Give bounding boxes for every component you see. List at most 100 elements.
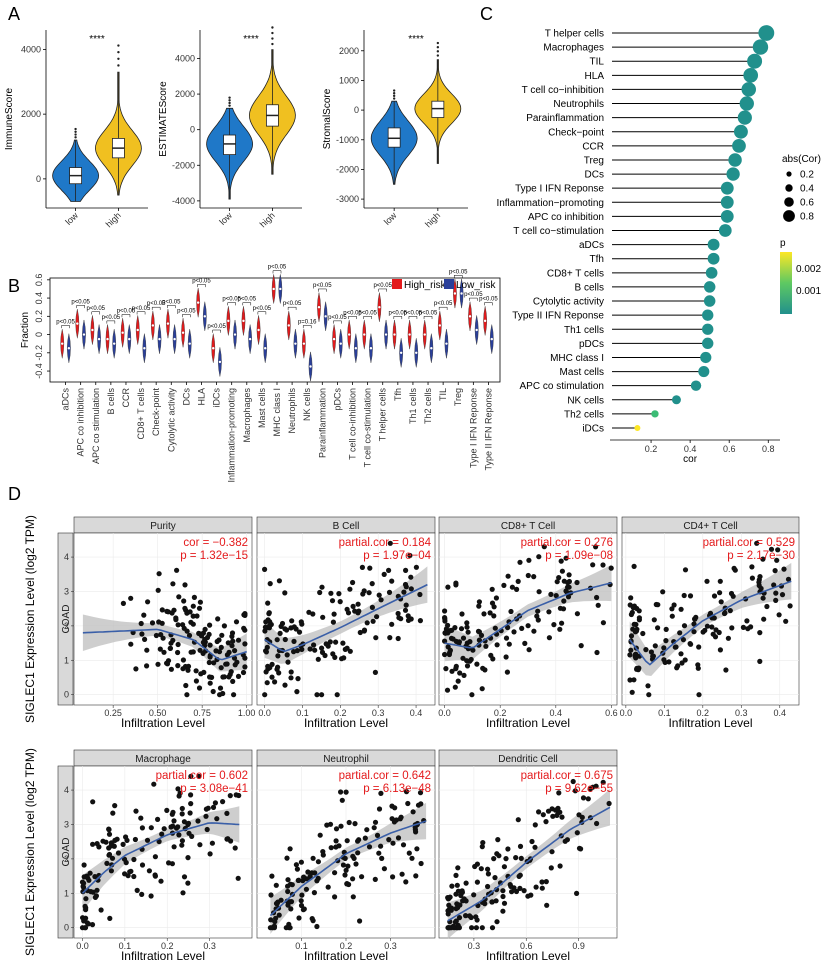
scatter-point bbox=[467, 913, 473, 919]
scatter-point bbox=[687, 593, 694, 599]
scatter-point bbox=[190, 613, 196, 619]
scatter-point bbox=[481, 611, 487, 617]
x-tick-label: pDCs bbox=[332, 388, 342, 411]
scatter-point bbox=[109, 855, 116, 861]
scatter-point bbox=[159, 607, 165, 613]
scatter-point bbox=[189, 833, 195, 840]
scatter-point bbox=[453, 666, 459, 672]
scatter-point bbox=[503, 654, 509, 660]
median-point bbox=[227, 319, 230, 323]
scatter-point bbox=[203, 806, 209, 812]
scatter-point bbox=[467, 639, 473, 645]
scatter-point bbox=[470, 647, 476, 653]
scatter-point bbox=[160, 635, 166, 641]
scatter-point bbox=[207, 642, 213, 648]
scatter-point bbox=[182, 582, 188, 588]
scatter-point bbox=[274, 637, 280, 643]
category-label: Treg bbox=[584, 155, 604, 166]
scatter-point bbox=[265, 617, 271, 623]
x-tick-label: APC co inhibition bbox=[76, 388, 86, 457]
median-point bbox=[423, 333, 426, 336]
scatter-point bbox=[444, 687, 451, 693]
scatter-point bbox=[376, 592, 382, 598]
p-value-label: p<0.05 bbox=[313, 283, 332, 289]
plot-frame bbox=[49, 277, 501, 383]
scatter-point bbox=[314, 692, 320, 698]
lollipop-point bbox=[720, 181, 734, 195]
scatter-point bbox=[191, 594, 197, 601]
confidence-band bbox=[82, 614, 247, 672]
scatter-point bbox=[298, 619, 304, 625]
scatter-point bbox=[235, 637, 242, 643]
scatter-point bbox=[194, 613, 200, 619]
scatter-point bbox=[472, 863, 478, 870]
category-label: Th2 cells bbox=[564, 409, 604, 420]
violin-a-plot-2: -3000 -2000 -1000 0 1000 2000 StromalScore ****… bbox=[322, 30, 468, 229]
scatter-point bbox=[240, 669, 247, 676]
scatter-point bbox=[171, 844, 177, 850]
scatter-point bbox=[306, 609, 312, 615]
p-value-label: p<0.05 bbox=[464, 292, 483, 298]
scatter-point bbox=[190, 603, 196, 609]
scatter-point bbox=[372, 876, 378, 883]
scatter-point bbox=[139, 891, 145, 898]
scatter-point bbox=[410, 809, 416, 815]
scatter-point bbox=[443, 666, 449, 672]
outlier-point bbox=[271, 42, 274, 46]
scatter-point bbox=[493, 595, 499, 601]
scatter-point bbox=[204, 826, 210, 833]
scatter-point bbox=[509, 584, 515, 590]
scatter-point bbox=[716, 629, 722, 636]
scatter-point bbox=[345, 610, 352, 616]
scatter-point bbox=[478, 632, 485, 639]
scatter-point bbox=[652, 643, 658, 649]
scatter-point bbox=[447, 894, 453, 900]
scatter-point bbox=[287, 846, 293, 852]
scatter-point bbox=[389, 621, 395, 627]
scatter-point bbox=[600, 562, 606, 568]
x-tick-label: Th2 cells bbox=[423, 388, 433, 425]
trend-line bbox=[81, 822, 240, 894]
p-bracket bbox=[136, 311, 146, 315]
scatter-point bbox=[379, 855, 385, 862]
outlier-point bbox=[228, 96, 231, 99]
p-value-label: p<0.05 bbox=[404, 310, 423, 316]
scatter-point bbox=[346, 819, 352, 826]
scatter-point bbox=[173, 617, 179, 623]
scatter-point bbox=[295, 676, 301, 682]
scatter-point bbox=[282, 626, 288, 632]
y-tick-label: -2000 bbox=[336, 164, 359, 174]
x-axis-title: Infiltration Level bbox=[121, 716, 205, 730]
scatter-point bbox=[456, 925, 462, 931]
scatter-point bbox=[449, 668, 455, 674]
scatter-point bbox=[395, 610, 401, 617]
p-bracket bbox=[453, 275, 463, 278]
scatter-point bbox=[224, 810, 230, 817]
category-label: B cells bbox=[575, 282, 604, 293]
scatter-point bbox=[717, 647, 724, 653]
scatter-point bbox=[474, 879, 480, 885]
scatter-point bbox=[514, 586, 520, 593]
facet-title: Neutrophil bbox=[323, 754, 369, 765]
median-point bbox=[76, 322, 79, 325]
scatter-point bbox=[594, 649, 600, 656]
scatter-point bbox=[600, 620, 607, 626]
scatter-point bbox=[757, 630, 763, 636]
scatter-point bbox=[207, 680, 213, 686]
scatter-point bbox=[296, 629, 303, 635]
outlier-point bbox=[117, 64, 120, 67]
outlier-point bbox=[392, 94, 396, 98]
x-axis-title: cor bbox=[683, 454, 698, 465]
scatter-point bbox=[445, 908, 451, 914]
scatter-point bbox=[386, 589, 393, 596]
scatter-point bbox=[578, 846, 584, 852]
median-point bbox=[399, 351, 403, 355]
median-point bbox=[257, 328, 260, 332]
scatter-point bbox=[453, 580, 459, 586]
scatter-point bbox=[343, 789, 349, 795]
scatter-point bbox=[355, 601, 361, 607]
p-value-label: p<0.05 bbox=[207, 324, 226, 330]
scatter-point bbox=[309, 916, 315, 922]
confidence-band bbox=[270, 802, 427, 934]
